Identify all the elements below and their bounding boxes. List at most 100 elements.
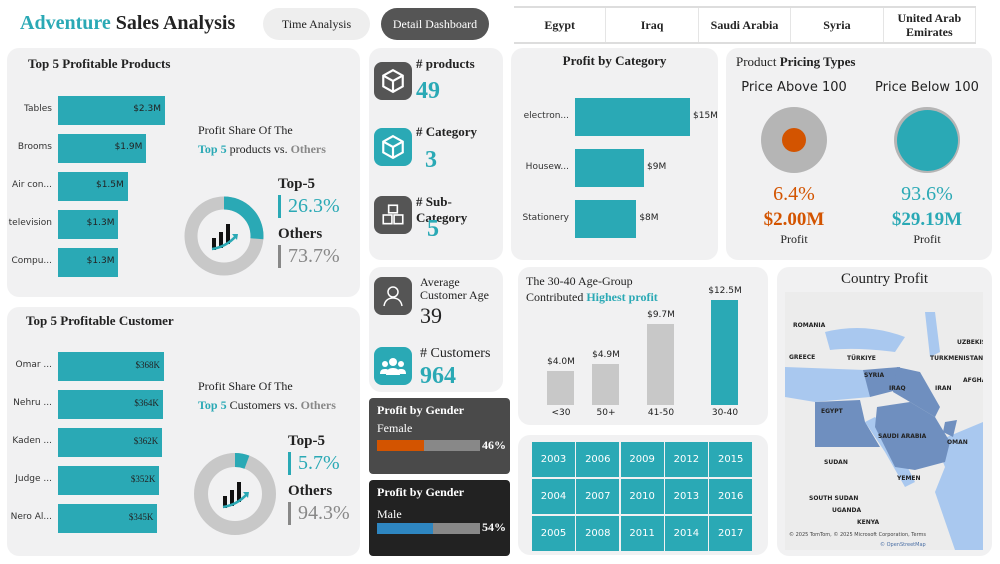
year-button[interactable]: 2013 bbox=[664, 479, 708, 514]
boxes-icon bbox=[374, 196, 412, 234]
map-label: AFGHA bbox=[963, 377, 983, 384]
year-button[interactable]: 2016 bbox=[709, 479, 753, 514]
bar[interactable] bbox=[58, 465, 160, 495]
share-legend: Top-5 5.7% Others 94.3% bbox=[288, 433, 350, 525]
bar-label: Stationery bbox=[522, 213, 569, 223]
year-button[interactable]: 2009 bbox=[620, 442, 664, 477]
top-products-panel: Top 5 Profitable Products Tables $2.3M Bro… bbox=[7, 48, 360, 297]
kpi-panel: # products 49 # Category 3 # Sub-Categor… bbox=[369, 48, 503, 260]
map-label: SAUDI ARABIA bbox=[878, 433, 927, 440]
panel-title: Top 5 Profitable Products bbox=[28, 56, 171, 71]
year-button[interactable]: 2004 bbox=[532, 479, 575, 514]
country-option[interactable]: Iraq bbox=[606, 8, 699, 42]
price-below-gauge bbox=[894, 107, 960, 173]
box-icon bbox=[374, 128, 412, 166]
age-bar[interactable] bbox=[592, 363, 619, 405]
bar[interactable] bbox=[575, 149, 644, 187]
profit-by-gender-card: Profit by Gender Male 54% bbox=[369, 480, 510, 556]
map-label: EGYPT bbox=[821, 408, 844, 415]
country-option[interactable]: Egypt bbox=[514, 8, 607, 42]
nav-time-analysis[interactable]: Time Analysis bbox=[263, 8, 370, 40]
bar[interactable] bbox=[58, 95, 165, 125]
bar-value: $1.5M bbox=[95, 180, 124, 190]
bar-value: $368K bbox=[135, 360, 161, 370]
bar[interactable] bbox=[58, 133, 147, 163]
growth-chart-icon bbox=[211, 224, 238, 251]
bar-value: $9M bbox=[647, 162, 667, 172]
bar[interactable] bbox=[58, 247, 119, 277]
donut-top5-segment bbox=[194, 453, 276, 535]
gender-progress-fill bbox=[377, 523, 433, 534]
year-button[interactable]: 2008 bbox=[576, 516, 620, 551]
map-label: GREECE bbox=[789, 354, 815, 361]
year-button[interactable]: 2006 bbox=[576, 442, 620, 477]
bar[interactable] bbox=[58, 171, 128, 201]
nav-detail-dashboard[interactable]: Detail Dashboard bbox=[381, 8, 489, 40]
year-button[interactable]: 2003 bbox=[532, 442, 575, 477]
age-bar[interactable] bbox=[647, 323, 674, 405]
year-button[interactable]: 2017 bbox=[709, 516, 753, 551]
year-button[interactable]: 2014 bbox=[664, 516, 708, 551]
bar-value: $1.9M bbox=[114, 142, 143, 152]
profit-share-donut bbox=[184, 196, 264, 276]
map-attribution: © 2025 TomTom, © 2025 Microsoft Corporat… bbox=[789, 531, 926, 538]
gender-progress-fill bbox=[377, 440, 425, 451]
kpi-label: Average Customer Age bbox=[420, 275, 489, 302]
bar[interactable] bbox=[575, 200, 637, 238]
map-label: IRAN bbox=[935, 385, 952, 392]
kpi-label: # Sub-Category bbox=[416, 194, 468, 225]
bar[interactable] bbox=[58, 427, 163, 457]
bar-label: Air con... bbox=[12, 180, 52, 190]
map-label: YEMEN bbox=[896, 475, 921, 482]
country-option[interactable]: Saudi Arabia bbox=[699, 8, 792, 42]
bar-value: $15M bbox=[693, 111, 718, 121]
age-bar-value: $12.5M bbox=[708, 286, 742, 296]
year-button[interactable]: 2011 bbox=[620, 516, 664, 551]
map-region-egypt bbox=[815, 400, 880, 447]
bar[interactable] bbox=[575, 98, 690, 136]
top-customers-panel: Top 5 Profitable Customer Omar ... $368K N… bbox=[7, 307, 360, 556]
age-bar[interactable] bbox=[547, 371, 574, 405]
gender-progress-bar bbox=[377, 440, 480, 451]
country-profit-map-panel: Country Profit ROMANIA GREECE TÜRKIYE TURKM… bbox=[777, 267, 992, 556]
bar-value: $352K bbox=[130, 474, 156, 484]
year-button[interactable]: 2010 bbox=[620, 479, 664, 514]
card-title: Profit by Gender bbox=[377, 485, 465, 499]
year-button[interactable]: 2007 bbox=[576, 479, 620, 514]
gender-pct: 46% bbox=[482, 438, 506, 452]
kpi-products: 49 bbox=[416, 78, 440, 104]
map-osm-link[interactable]: © OpenStreetMap bbox=[880, 541, 926, 548]
country-option[interactable]: United Arab Emirates bbox=[884, 8, 977, 42]
bar-value: $1.3M bbox=[86, 256, 115, 266]
bar[interactable] bbox=[58, 351, 164, 381]
gender-pct: 54% bbox=[482, 520, 506, 534]
bar-value: $362K bbox=[133, 436, 159, 446]
price-above-gauge bbox=[761, 107, 827, 173]
map-label: KENYA bbox=[857, 519, 880, 526]
bar[interactable] bbox=[58, 389, 163, 419]
kpi-label: # Customers bbox=[420, 346, 491, 361]
country-option[interactable]: Syria bbox=[791, 8, 884, 42]
map-label: SYRIA bbox=[864, 372, 885, 379]
bar-label: Nero Al... bbox=[10, 512, 52, 522]
map-label: UGANDA bbox=[832, 507, 861, 514]
bar-label: electron... bbox=[523, 111, 569, 121]
age-bar[interactable] bbox=[711, 300, 738, 405]
year-button[interactable]: 2015 bbox=[709, 442, 753, 477]
year-button[interactable]: 2005 bbox=[532, 516, 575, 551]
bar[interactable] bbox=[58, 209, 119, 239]
profit-by-gender-card: Profit by Gender Female 46% bbox=[369, 398, 510, 474]
bar-value: $8M bbox=[639, 213, 659, 223]
bar-value: $364K bbox=[134, 398, 159, 408]
year-slicer-panel: 2003 2006 2009 2012 2015 2004 2007 2010 2013 2016… bbox=[518, 435, 768, 555]
year-button[interactable]: 2012 bbox=[664, 442, 708, 477]
panel-title: Top 5 Profitable Customer bbox=[26, 313, 174, 328]
bar[interactable] bbox=[58, 503, 158, 533]
bar-value: $345K bbox=[128, 512, 154, 522]
bar-label: Compu... bbox=[11, 256, 52, 266]
donut-top5-segment bbox=[184, 196, 264, 276]
growth-chart-icon bbox=[222, 482, 249, 509]
age-bar-value: $9.7M bbox=[647, 309, 675, 320]
age-bar-value: $4.9M bbox=[592, 349, 620, 360]
